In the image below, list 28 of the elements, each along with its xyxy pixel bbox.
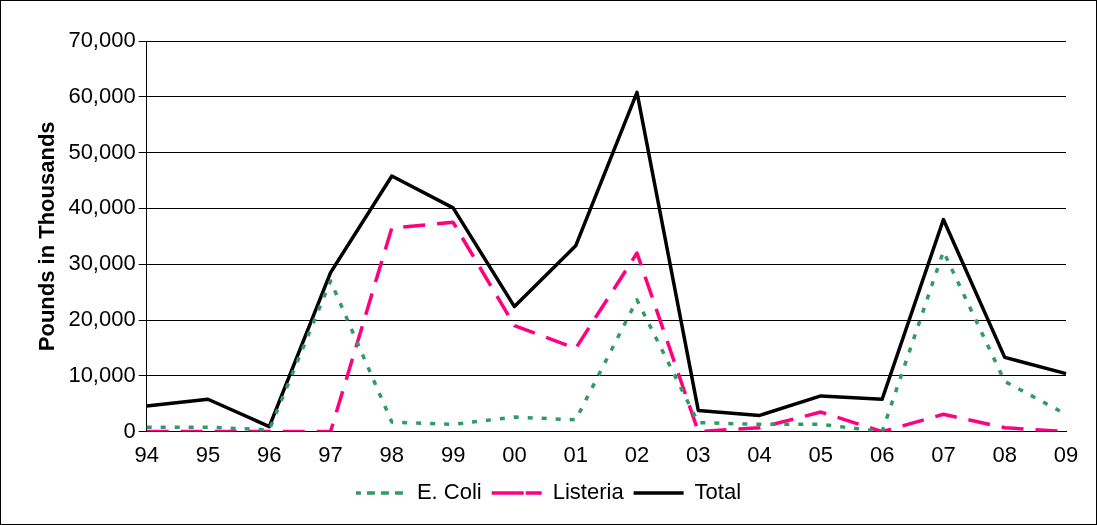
x-tick-label: 07 (931, 441, 956, 467)
y-tick-label: 20,000 (68, 306, 136, 332)
x-tick-label: 98 (379, 441, 405, 467)
y-tick-label: 40,000 (68, 194, 136, 220)
x-tick-label: 02 (624, 441, 650, 467)
x-tick-label: 95 (195, 441, 221, 467)
x-tick-label: 04 (747, 441, 772, 467)
x-tick-label: 06 (869, 441, 895, 467)
x-tick-label: 01 (563, 441, 588, 467)
y-tick-label: 70,000 (68, 27, 136, 53)
x-tick-label: 96 (257, 441, 282, 467)
y-tick-label: 50,000 (68, 138, 136, 164)
legend-label: Total (694, 479, 742, 505)
x-tick-label: 08 (992, 441, 1017, 467)
x-tick-label: 97 (318, 441, 343, 467)
x-tick-label: 09 (1053, 441, 1079, 467)
y-tick-label: 60,000 (68, 82, 136, 108)
x-tick-label: 00 (502, 441, 527, 467)
y-tick-label: 10,000 (68, 361, 136, 387)
x-tick-label: 05 (808, 441, 834, 467)
legend-label: E. Coli (416, 479, 482, 505)
legend-label: Listeria (552, 479, 625, 505)
y-tick-label: 0 (123, 417, 136, 443)
y-tick-label: 30,000 (68, 250, 136, 276)
x-tick-label: 94 (134, 441, 159, 467)
x-tick-label: 99 (440, 441, 466, 467)
x-tick-label: 03 (686, 441, 711, 467)
y-axis-title: Pounds in Thousands (34, 121, 60, 352)
